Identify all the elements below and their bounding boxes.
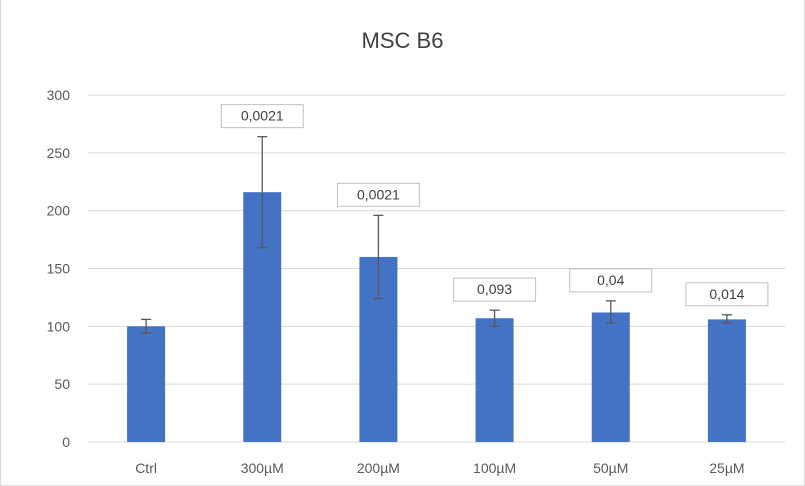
bars [127, 192, 746, 442]
y-tick-label: 300 [47, 87, 71, 103]
bar-0 [127, 326, 166, 442]
y-tick-label: 200 [47, 203, 71, 219]
data-label-box-3 [453, 277, 537, 302]
chart-title: MSC B6 [361, 28, 444, 53]
gridlines [88, 94, 785, 443]
x-tick-label-2: 200µM [357, 460, 400, 476]
data-label-box-4 [569, 268, 653, 293]
x-tick-label-5: 25µM [709, 460, 744, 476]
y-tick-label: 250 [47, 145, 71, 161]
error-bars [141, 135, 732, 334]
bar-3 [475, 318, 514, 442]
axis-labels: 0 50 100 150 200 250 300 Ctrl 300µM 200µM 100µM 50µ… [47, 87, 745, 476]
y-tick-label: 150 [47, 261, 71, 277]
data-label-box-2 [336, 182, 420, 207]
x-tick-label-1: 300µM [241, 460, 284, 476]
data-label-5: 0,014 [709, 286, 744, 302]
data-labels: 0,0021 0,0021 0,093 0,04 0,014 [220, 104, 769, 307]
bar-4 [591, 312, 630, 442]
x-tick-label-4: 50µM [593, 460, 628, 476]
data-label-4: 0,04 [597, 272, 624, 288]
data-label-box-5 [685, 282, 769, 307]
x-tick-label-3: 100µM [473, 460, 516, 476]
data-label-2: 0,0021 [357, 186, 400, 202]
bar-5 [707, 319, 746, 442]
data-label-3: 0,093 [477, 281, 512, 297]
y-tick-label: 50 [54, 376, 70, 392]
x-tick-label-0: Ctrl [135, 460, 157, 476]
data-label-1: 0,0021 [241, 108, 284, 124]
y-tick-label: 0 [62, 434, 70, 450]
data-label-box-1 [220, 104, 304, 129]
y-tick-label: 100 [47, 318, 71, 334]
